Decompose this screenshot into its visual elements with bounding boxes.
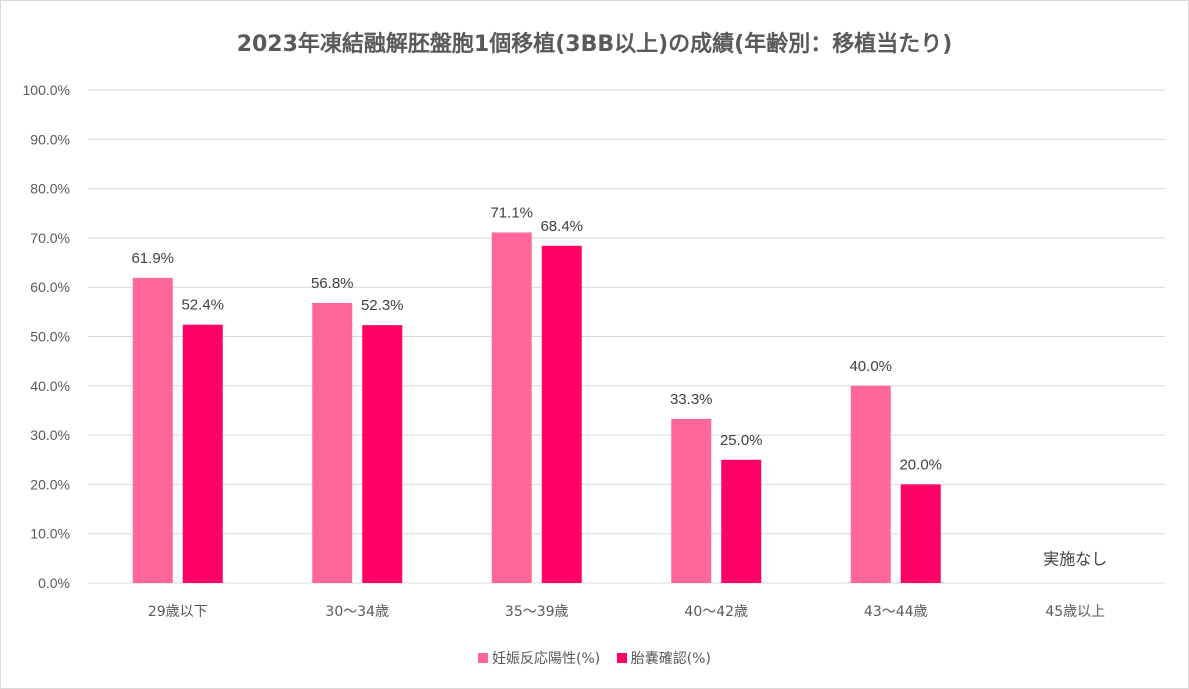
y-tick-label: 30.0%	[30, 427, 70, 443]
x-category-label: 40～42歳	[684, 604, 748, 620]
data-label: 25.0%	[720, 432, 763, 449]
data-labels: 61.9% 52.4% 56.8% 52.3% 71.1% 68.4% 33.3% 25.0%…	[131, 204, 942, 473]
y-tick-label: 90.0%	[30, 131, 70, 147]
data-label: 52.3%	[361, 297, 404, 314]
data-label: 56.8%	[311, 275, 354, 292]
y-tick-label: 100.0%	[23, 82, 70, 98]
data-label: 40.0%	[849, 358, 892, 375]
legend-item-positive: 妊娠反応陽性(%)	[478, 648, 600, 668]
data-label: 61.9%	[131, 250, 174, 267]
legend-label-positive: 妊娠反応陽性(%)	[492, 651, 601, 667]
data-label: 68.4%	[540, 218, 583, 235]
bar-positive	[312, 302, 353, 583]
y-tick-label: 60.0%	[30, 279, 70, 295]
y-tick-label: 50.0%	[30, 329, 70, 345]
annotation-not-performed: 実施なし	[1043, 549, 1107, 568]
data-label: 52.4%	[181, 297, 224, 314]
data-label: 33.3%	[670, 391, 713, 408]
y-tick-label: 40.0%	[30, 378, 70, 394]
data-label: 71.1%	[490, 204, 533, 221]
bar-positive	[850, 385, 891, 583]
bar-positive	[671, 418, 712, 583]
legend-swatch-sac	[616, 653, 627, 663]
bar-positive	[491, 232, 532, 584]
bars	[132, 232, 941, 584]
y-tick-label: 70.0%	[30, 230, 70, 246]
legend-label-sac: 胎嚢確認(%)	[630, 651, 711, 667]
x-category-label: 45歳以上	[1045, 604, 1105, 620]
x-category-label: 35～39歳	[505, 604, 569, 620]
legend: 妊娠反応陽性(%) 胎嚢確認(%)	[0, 648, 1189, 668]
y-axis-ticks: 0.0% 10.0% 20.0% 30.0% 40.0% 50.0% 60.0% 70.0% 8…	[23, 82, 70, 591]
y-tick-label: 10.0%	[30, 526, 70, 542]
legend-swatch-positive	[478, 653, 489, 663]
x-category-label: 29歳以下	[148, 604, 208, 620]
x-axis-categories: 29歳以下 30～34歳 35～39歳 40～42歳 43～44歳 45歳以上	[148, 604, 1105, 620]
y-tick-label: 80.0%	[30, 181, 70, 197]
chart-title: 2023年凍結融解胚盤胞1個移植(3BB以上)の成績(年齢別：移植当たり)	[236, 32, 953, 57]
x-category-label: 43～44歳	[864, 604, 928, 620]
bar-sac	[721, 459, 762, 583]
data-label: 20.0%	[899, 456, 942, 473]
legend-item-sac: 胎嚢確認(%)	[616, 648, 711, 668]
bar-positive	[132, 277, 173, 583]
x-category-label: 30～34歳	[325, 604, 389, 620]
bar-sac	[362, 325, 403, 583]
gridlines	[88, 89, 1165, 584]
y-tick-label: 0.0%	[38, 575, 70, 591]
y-tick-label: 20.0%	[30, 476, 70, 492]
bar-sac	[182, 324, 223, 583]
bar-sac	[900, 484, 941, 583]
bar-sac	[541, 245, 582, 583]
